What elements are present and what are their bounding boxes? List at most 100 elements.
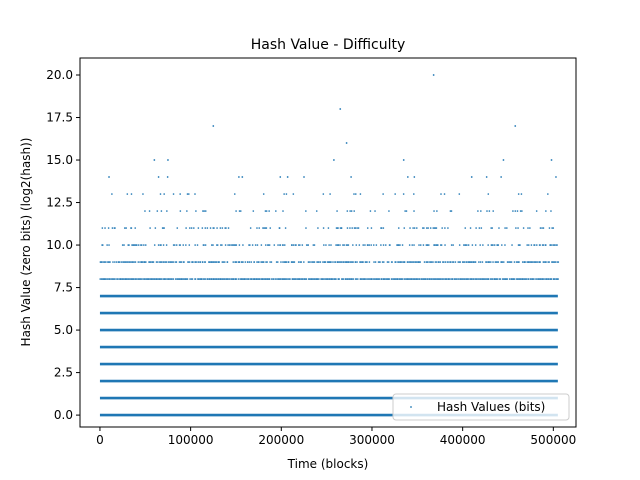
plot-frame (79, 57, 577, 428)
data-point (510, 261, 513, 263)
data-point (522, 227, 525, 229)
data-point (463, 261, 466, 263)
data-point (134, 261, 137, 263)
data-point (366, 278, 368, 280)
data-point (451, 278, 454, 280)
data-point (140, 278, 142, 280)
data-point (412, 227, 414, 229)
data-point (437, 244, 439, 246)
data-point (211, 278, 213, 280)
data-point (335, 244, 337, 246)
data-point (204, 278, 207, 280)
data-point (492, 210, 495, 212)
data-point (535, 244, 538, 246)
data-point (285, 261, 288, 263)
data-point (175, 261, 178, 263)
data-point (477, 210, 479, 212)
data-point (160, 261, 163, 263)
data-point (440, 193, 442, 195)
data-point (265, 227, 268, 229)
data-point (370, 227, 373, 229)
data-point (238, 176, 240, 178)
data-point (532, 261, 535, 263)
data-point (413, 227, 416, 229)
data-point (388, 210, 390, 212)
data-point (144, 278, 146, 280)
data-point (188, 261, 191, 263)
data-point (116, 278, 119, 280)
data-point (542, 244, 545, 246)
data-point (126, 261, 129, 263)
data-point (550, 210, 552, 212)
data-point (526, 244, 529, 246)
data-point (515, 227, 517, 229)
data-point (175, 278, 177, 280)
data-point (485, 176, 488, 178)
x-tick-label: 200000 (258, 433, 304, 447)
data-point (352, 278, 355, 280)
data-point (164, 278, 167, 280)
data-point (339, 108, 342, 110)
data-point (342, 244, 344, 246)
data-point (550, 278, 553, 280)
data-point (464, 278, 466, 280)
data-point (415, 227, 418, 229)
data-point (172, 278, 175, 280)
data-point (173, 244, 176, 246)
data-point (553, 244, 556, 246)
data-point (233, 193, 236, 195)
data-point (377, 261, 380, 263)
data-point (256, 244, 259, 246)
data-point (349, 261, 352, 263)
data-point (366, 227, 369, 229)
y-tick-label: 5.0 (54, 323, 73, 337)
data-point (446, 261, 449, 263)
data-point (335, 278, 337, 280)
data-point (441, 227, 444, 229)
data-point (163, 261, 165, 263)
data-point (105, 278, 107, 280)
data-point (318, 278, 320, 280)
data-point (544, 244, 547, 246)
data-point (135, 278, 138, 280)
data-point (419, 244, 422, 246)
data-point (404, 278, 407, 280)
data-point (545, 261, 547, 263)
data-point (258, 227, 261, 229)
data-point (179, 193, 182, 195)
data-point (279, 278, 282, 280)
data-point (99, 278, 102, 280)
data-point (115, 261, 118, 263)
data-point (260, 244, 263, 246)
data-point (356, 278, 359, 280)
data-point (266, 261, 268, 263)
data-point (402, 159, 405, 161)
data-point (454, 261, 457, 263)
data-point (356, 261, 358, 263)
data-point (142, 244, 145, 246)
data-point (535, 261, 537, 263)
data-point (327, 278, 329, 280)
data-point (426, 278, 429, 280)
data-point (175, 244, 178, 246)
data-point (228, 244, 231, 246)
data-point (171, 278, 173, 280)
data-point (412, 261, 415, 263)
data-point (212, 125, 215, 127)
data-point (108, 176, 110, 178)
data-point (134, 227, 137, 229)
legend-label: Hash Values (bits) (437, 400, 545, 414)
data-point (504, 244, 506, 246)
data-point (384, 278, 386, 280)
data-point (156, 210, 159, 212)
data-point (467, 278, 470, 280)
data-point (433, 210, 435, 212)
data-point (287, 278, 289, 280)
data-point (384, 244, 387, 246)
data-point (329, 193, 331, 195)
data-point (413, 176, 416, 178)
x-axis-label: Time (blocks) (287, 457, 369, 471)
data-point (506, 278, 509, 280)
legend: Hash Values (bits) (392, 393, 570, 421)
data-point (395, 261, 397, 263)
